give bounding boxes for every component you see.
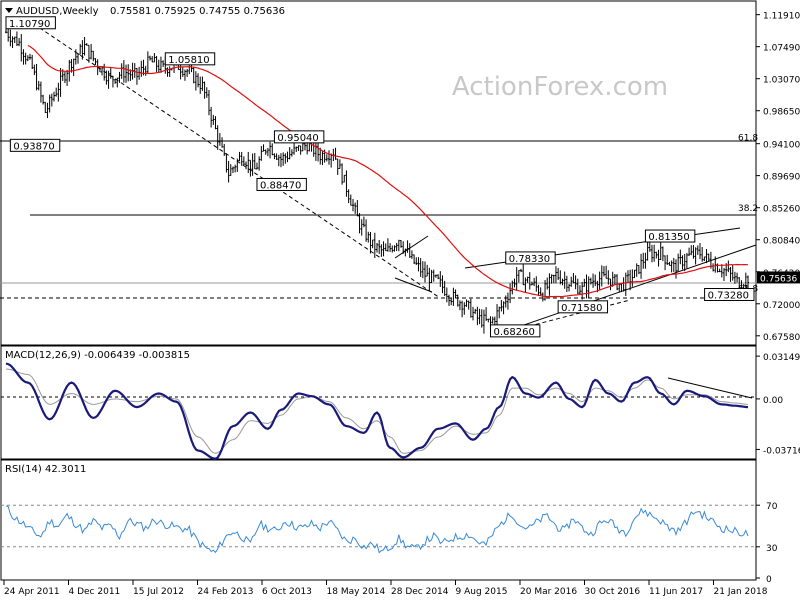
rsi-y-ticks: 70 30 0 [756, 502, 778, 585]
price-label: 0.81350 [648, 232, 689, 243]
y-tick-label: 1.07490 [763, 44, 800, 54]
symbol-label: AUDUSD,Weekly [16, 6, 99, 17]
price-label: 0.78330 [509, 254, 550, 265]
x-tick-label: 30 Oct 2016 [585, 587, 641, 597]
macd-trend-line [667, 377, 753, 399]
rsi-line [5, 505, 749, 554]
rsi-panel [0, 459, 757, 581]
price-label: 0.73280 [708, 291, 749, 302]
price-label: 0.88470 [260, 180, 301, 191]
x-tick-label: 4 Dec 2011 [69, 587, 121, 597]
macd-signal-line [5, 368, 749, 454]
x-tick-label: 24 Apr 2011 [4, 587, 60, 597]
price-label-box [505, 251, 556, 265]
price-label-box [644, 229, 696, 243]
fib-label: 38.2 [738, 204, 758, 214]
x-tick-label: 6 Oct 2013 [262, 587, 312, 597]
price-y-ticks: 1.11910 1.07490 1.03070 0.98650 0.94100 0.896… [756, 12, 800, 343]
y-tick-label: 0.72000 [763, 301, 800, 311]
y-tick-label: 0.94100 [763, 141, 800, 151]
macd-tick-label: 0.00 [763, 396, 783, 406]
macd-lines [5, 362, 749, 460]
current-price-box [757, 271, 800, 284]
macd-panel [0, 345, 757, 460]
y-tick-label: 0.98650 [763, 108, 800, 118]
y-tick-label: 0.80840 [763, 237, 800, 247]
price-label: 0.68260 [493, 327, 534, 338]
price-label-box [164, 52, 216, 66]
macd-tick-label: 0.031493 [763, 353, 800, 363]
wedge-upper [394, 235, 429, 259]
watermark: ActionForex.com [452, 72, 668, 102]
ma-line [27, 44, 749, 298]
rsi-tick-label: 0 [766, 575, 772, 585]
current-price-label: 0.75636 [760, 274, 797, 284]
x-tick-label: 24 Feb 2013 [198, 587, 254, 597]
price-label-box [557, 300, 609, 314]
y-tick-label: 0.85260 [763, 205, 800, 215]
x-tick-label: 21 Jan 2018 [714, 587, 768, 597]
ohlc-header: 0.75581 0.75925 0.74755 0.75636 [110, 6, 285, 17]
x-tick-label: 18 May 2014 [327, 587, 386, 597]
fib-label: 61.8 [738, 134, 758, 144]
price-label: 1.05810 [168, 55, 209, 66]
y-tick-label: 1.03070 [763, 76, 800, 86]
price-label: 0.71580 [561, 303, 602, 314]
price-label-box [273, 130, 325, 144]
price-label-box [9, 138, 61, 152]
price-panel [0, 0, 757, 346]
x-tick-label: 9 Aug 2015 [456, 587, 508, 597]
price-label-box [489, 324, 541, 338]
candles [5, 27, 749, 334]
downtrend-line [27, 19, 441, 299]
price-label-box [5, 16, 56, 30]
y-tick-label: 1.11910 [763, 12, 800, 22]
rsi-title: RSI(14) 42.3011 [5, 464, 86, 475]
moving-average [27, 44, 749, 298]
x-axis: 24 Apr 2011 4 Dec 2011 15 Jul 2012 24 Feb 2… [3, 580, 768, 597]
rsi-tick-label: 70 [766, 502, 778, 512]
macd-tick-label: -0.037164 [763, 446, 800, 456]
y-tick-label: 0.89690 [763, 173, 800, 183]
rsi-tick-label: 30 [766, 544, 778, 554]
x-tick-label: 28 Dec 2014 [391, 587, 449, 597]
price-label-box [256, 177, 307, 191]
x-tick-label: 20 Mar 2016 [520, 587, 577, 597]
price-label-box [704, 288, 755, 302]
price-label: 0.93870 [13, 141, 54, 152]
macd-y-ticks: 0.031493 0.00 -0.037164 [756, 353, 800, 456]
price-labels: 1.10790 1.05810 0.93870 0.95040 0.88470 0.783… [5, 16, 755, 338]
rsi-lines [1, 504, 756, 554]
macd-line [5, 362, 749, 460]
y-tick-label: 0.67580 [763, 333, 800, 343]
price-label: 1.10790 [9, 19, 50, 30]
macd-title: MACD(12,26,9) -0.006439 -0.003815 [5, 350, 190, 361]
x-tick-label: 11 Jun 2017 [649, 587, 703, 597]
wedge-lower [394, 277, 433, 293]
triangle-down-icon[interactable] [5, 8, 13, 13]
price-label: 0.95040 [277, 133, 318, 144]
x-tick-label: 15 Jul 2012 [133, 587, 184, 597]
